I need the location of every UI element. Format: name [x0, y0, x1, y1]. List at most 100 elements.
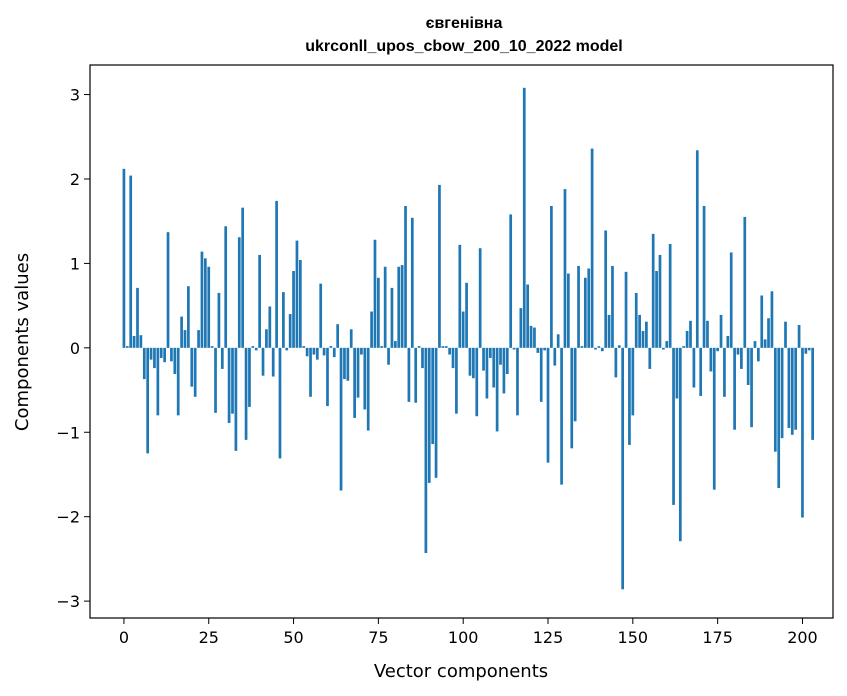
bar-74	[373, 239, 377, 348]
bar-64	[339, 347, 343, 491]
bar-152	[638, 314, 641, 348]
y-tick-label-5: −2	[56, 508, 80, 527]
bar-144	[611, 265, 614, 348]
bar-160	[665, 341, 669, 348]
bar-193	[777, 347, 781, 488]
x-tick-label-200: 200	[787, 628, 818, 647]
bar-5	[139, 335, 143, 348]
x-tick-label-125: 125	[533, 628, 564, 647]
bar-14	[170, 347, 173, 362]
bar-7	[146, 347, 150, 454]
bar-33	[234, 347, 238, 451]
bar-59	[322, 347, 326, 356]
bar-48	[285, 347, 289, 351]
bar-146	[617, 345, 621, 348]
bar-154	[645, 321, 648, 348]
bar-145	[614, 347, 618, 378]
bar-119	[526, 284, 530, 348]
bar-22	[197, 330, 200, 348]
bar-80	[393, 341, 397, 348]
bar-115	[512, 347, 516, 350]
bar-110	[495, 347, 499, 432]
x-tick-label-25: 25	[199, 628, 219, 647]
y-tick-label-3: 0	[70, 339, 80, 358]
bar-84	[407, 347, 411, 402]
bar-42	[265, 329, 268, 348]
bar-182	[740, 347, 743, 369]
bar-178	[726, 336, 730, 348]
bar-180	[733, 347, 736, 430]
bar-158	[658, 254, 662, 348]
bar-150	[631, 347, 635, 416]
bar-134	[577, 265, 580, 348]
bar-20	[190, 347, 194, 387]
bar-13	[166, 232, 170, 348]
bar-113	[505, 347, 509, 374]
bar-68	[353, 347, 356, 418]
x-axis-label: Vector components	[374, 661, 548, 682]
bar-83	[404, 205, 407, 348]
bar-11	[159, 347, 163, 358]
bar-86	[414, 347, 418, 403]
bar-197	[790, 347, 794, 435]
bar-51	[295, 240, 299, 348]
bar-63	[336, 324, 340, 348]
bar-4	[136, 287, 139, 348]
bar-117	[519, 308, 523, 348]
bar-155	[648, 347, 652, 369]
bar-40	[258, 254, 261, 348]
bar-92	[434, 347, 438, 478]
bar-24	[203, 258, 207, 348]
bar-174	[712, 347, 716, 490]
bar-122	[536, 347, 540, 353]
bar-202	[807, 347, 811, 351]
bar-149	[628, 347, 631, 445]
bar-58	[319, 283, 323, 348]
y-tick-label-0: 3	[70, 86, 80, 105]
bar-90	[427, 347, 431, 483]
bar-127	[553, 347, 557, 366]
bar-136	[583, 277, 587, 348]
bar-28	[217, 292, 221, 348]
bar-175	[716, 347, 719, 352]
bar-200	[801, 347, 804, 518]
bar-36	[244, 347, 248, 440]
bar-156	[651, 233, 655, 348]
bar-35	[241, 207, 245, 348]
bar-25	[207, 266, 211, 348]
bar-101	[465, 282, 468, 348]
bar-49	[288, 314, 292, 348]
bar-87	[417, 346, 421, 348]
bar-66	[346, 347, 350, 381]
bar-128	[556, 334, 560, 348]
bar-52	[298, 260, 302, 348]
bar-176	[719, 314, 723, 348]
bar-81	[397, 266, 401, 348]
bar-196	[787, 347, 791, 429]
bar-31	[227, 347, 231, 423]
bar-77	[383, 266, 387, 348]
bar-43	[268, 306, 272, 348]
x-tick-label-150: 150	[618, 628, 649, 647]
bar-102	[468, 347, 472, 376]
bar-2	[129, 175, 133, 348]
bar-109	[492, 347, 496, 388]
bar-76	[380, 346, 384, 348]
bar-132	[570, 347, 574, 449]
bar-53	[302, 346, 306, 348]
bar-103	[472, 347, 475, 379]
bar-45	[275, 200, 278, 348]
bar-107	[485, 347, 489, 399]
bar-139	[594, 347, 597, 350]
bar-56	[312, 347, 316, 355]
bar-6	[142, 347, 146, 380]
bar-75	[377, 277, 380, 348]
x-tick-label-75: 75	[368, 628, 388, 647]
bar-148	[624, 271, 628, 348]
bar-100	[461, 311, 465, 348]
bar-1	[125, 346, 129, 348]
bar-143	[607, 314, 611, 348]
bar-71	[363, 347, 367, 410]
bar-88	[421, 347, 424, 369]
